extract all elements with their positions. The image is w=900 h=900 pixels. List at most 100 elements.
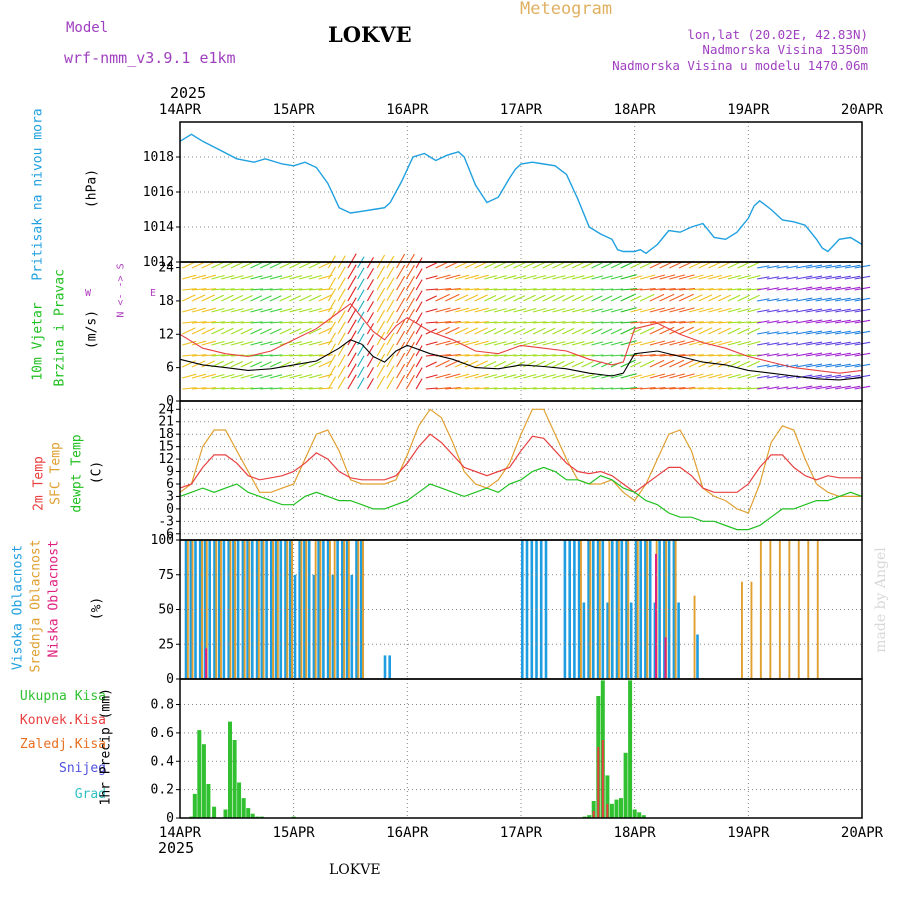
wind-arrow xyxy=(679,354,696,357)
wind-arrow xyxy=(454,373,470,379)
wind-arrow xyxy=(347,308,357,324)
wind-arrow xyxy=(405,253,415,269)
wind-arrow xyxy=(532,373,547,379)
wind-arrow xyxy=(669,288,686,291)
wind-arrow xyxy=(747,294,760,302)
wind-arrow xyxy=(269,354,283,357)
wind-arrow xyxy=(357,377,365,390)
wind-arrow xyxy=(688,288,704,291)
mid-cloud-bar xyxy=(248,540,251,679)
wind-arrow xyxy=(532,321,547,324)
wind-arrow xyxy=(230,262,244,269)
wind-arrow xyxy=(259,361,272,368)
wind-arrow xyxy=(357,311,365,324)
y-tick-label-3: 25 xyxy=(158,637,174,652)
wind-arrow xyxy=(493,308,507,313)
wind-arrow xyxy=(493,295,507,302)
wind-arrow xyxy=(386,365,395,379)
wind-arrow xyxy=(698,373,714,379)
wind-arrow xyxy=(337,321,346,335)
wind-arrow xyxy=(659,321,676,324)
wind-arrow xyxy=(396,308,406,324)
wind-arrow xyxy=(289,341,302,346)
wind-arrow xyxy=(591,374,604,379)
wind-arrow xyxy=(698,354,714,357)
wind-arrow xyxy=(795,330,813,335)
wind-arrow xyxy=(562,261,575,269)
wind-arrow xyxy=(250,262,263,269)
wind-arrow xyxy=(376,287,386,302)
low-cloud-bar xyxy=(664,637,667,679)
wind-arrow xyxy=(581,387,595,390)
wind-arrow xyxy=(718,321,733,324)
high-cloud-bar xyxy=(582,602,586,679)
wind-arrow xyxy=(532,387,547,390)
wind-arrow xyxy=(601,354,614,357)
high-cloud-bar xyxy=(241,540,245,679)
wind-arrow xyxy=(825,385,842,390)
wind-arrow xyxy=(445,326,460,335)
wind-arrow xyxy=(688,307,704,313)
wind-arrow xyxy=(182,307,197,313)
wind-arrow xyxy=(513,341,527,346)
wind-arrow xyxy=(191,321,207,324)
wind-arrow xyxy=(688,274,704,280)
wind-arrow xyxy=(669,359,685,368)
y-tick-label-2: -6 xyxy=(158,527,174,542)
wind-arrow xyxy=(357,322,365,335)
high-cloud-bar xyxy=(525,540,529,679)
wind-arrow xyxy=(591,308,604,313)
wind-arrow xyxy=(211,274,225,280)
y-tick-label-1: 0 xyxy=(166,394,174,409)
wind-arrow xyxy=(825,286,842,291)
high-cloud-bar xyxy=(350,574,354,680)
wind-arrow xyxy=(640,274,656,280)
wind-arrow xyxy=(688,327,703,335)
wind-arrow xyxy=(776,265,789,269)
wind-arrow xyxy=(552,288,566,291)
wind-arrow xyxy=(844,308,861,313)
wind-arrow xyxy=(474,327,488,335)
wind-arrow xyxy=(221,294,234,302)
wind-arrow xyxy=(445,307,461,313)
precip-total-bar xyxy=(591,801,596,818)
wind-arrow xyxy=(289,308,302,313)
wind-arrow xyxy=(386,343,395,357)
mid-cloud-bar xyxy=(769,540,772,679)
wind-arrow xyxy=(415,378,423,390)
mid-cloud-bar xyxy=(362,540,364,679)
wind-arrow xyxy=(513,288,527,291)
wind-arrow xyxy=(766,375,780,379)
high-cloud-bar xyxy=(246,540,249,679)
wind-arrow xyxy=(318,327,332,335)
wind-arrow xyxy=(405,330,415,346)
wind-arrow xyxy=(659,293,675,302)
wind-arrow xyxy=(279,321,293,324)
wind-arrow xyxy=(240,308,254,313)
wind-arrow xyxy=(844,341,861,346)
wind-arrow xyxy=(542,387,557,390)
wind-arrow xyxy=(435,307,451,313)
wind-arrow xyxy=(415,301,423,313)
wind-arrow xyxy=(844,352,861,357)
wind-arrow xyxy=(250,288,263,291)
wind-arrow xyxy=(649,340,666,346)
wind-arrow xyxy=(737,360,751,368)
wind-arrow xyxy=(396,363,406,379)
date-label-bottom: 19APR xyxy=(727,825,770,841)
wind-arrow xyxy=(747,327,760,335)
wind-arrow xyxy=(279,308,293,313)
wind-arrow xyxy=(327,277,336,291)
wind-arrow xyxy=(299,274,313,280)
wind-arrow xyxy=(805,264,823,269)
wind-arrow xyxy=(484,308,498,313)
mid-cloud-bar xyxy=(665,540,668,679)
y-tick-label-2: 6 xyxy=(166,477,174,492)
wind-arrow xyxy=(552,308,566,313)
wind-arrow xyxy=(757,309,770,313)
wind-arrow xyxy=(620,340,637,346)
wind-arrow xyxy=(201,387,217,390)
wind-arrow xyxy=(571,321,585,324)
high-cloud-bar xyxy=(601,540,605,679)
wind-arrow xyxy=(376,320,386,335)
